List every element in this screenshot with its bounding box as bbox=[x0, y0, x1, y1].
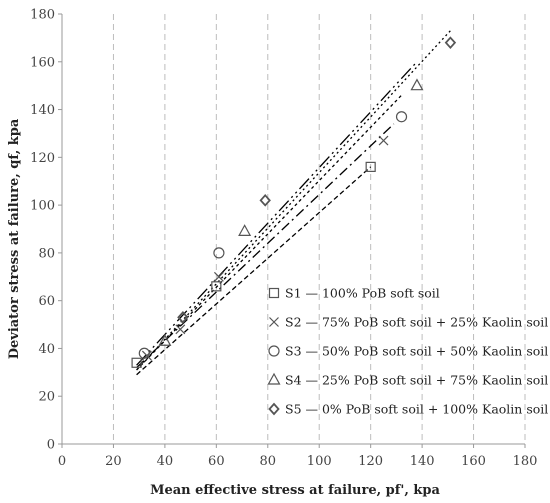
data-point-x bbox=[175, 324, 186, 335]
data-points bbox=[131, 36, 457, 368]
legend-marker-circle bbox=[268, 345, 280, 357]
legend-label: S3 — 50% PoB soft soil + 50% Kaolin soil bbox=[285, 344, 548, 359]
x-tick-label: 100 bbox=[307, 454, 332, 469]
legend-marker-x bbox=[269, 317, 279, 327]
data-point-circle bbox=[213, 247, 225, 259]
trendline-x bbox=[136, 123, 395, 369]
data-point-triangle bbox=[158, 334, 172, 346]
data-point-square bbox=[131, 357, 142, 368]
axes: 0 20 40 60 80 100 120 140 160 180 0 20 40 60 80 100 120 1… bbox=[30, 8, 537, 470]
trendlines bbox=[136, 30, 451, 376]
y-axis-title: Deviator stress at failure, qf, kpa bbox=[7, 118, 22, 359]
data-point-square bbox=[211, 281, 222, 292]
trendline-circle bbox=[136, 94, 403, 371]
legend-marker-triangle bbox=[267, 372, 281, 385]
x-axis-title: Mean effective stress at failure, pf', k… bbox=[150, 483, 440, 498]
y-tick-label: 60 bbox=[38, 294, 55, 309]
y-tick-label: 160 bbox=[30, 55, 55, 70]
y-tick-label: 40 bbox=[38, 342, 55, 357]
data-point-diamond bbox=[259, 193, 271, 207]
data-point-circle bbox=[138, 347, 150, 359]
data-point-diamond bbox=[444, 36, 457, 50]
legend-label: S1 — 100% PoB soft soil bbox=[285, 286, 440, 301]
data-point-diamond bbox=[177, 311, 189, 324]
trendline-diamond bbox=[136, 30, 451, 371]
x-tick-label: 120 bbox=[358, 454, 383, 469]
data-point-square bbox=[365, 161, 376, 172]
data-point-x bbox=[213, 271, 224, 282]
data-point-circle bbox=[395, 111, 408, 123]
x-tick-label: 0 bbox=[58, 454, 66, 469]
y-tick-label: 0 bbox=[47, 438, 55, 453]
y-tick-label: 180 bbox=[30, 8, 55, 23]
x-tick-label: 60 bbox=[208, 454, 225, 469]
legend-label: S5 — 0% PoB soft soil + 100% Kaolin soil bbox=[285, 402, 548, 417]
trendline-square bbox=[136, 166, 372, 376]
y-tick-label: 20 bbox=[38, 390, 55, 405]
x-tick-label: 40 bbox=[157, 454, 174, 469]
x-tick-label: 180 bbox=[513, 454, 538, 469]
legend-marker-square bbox=[268, 287, 280, 299]
data-point-x bbox=[378, 135, 389, 146]
legend-label: S2 — 75% PoB soft soil + 25% Kaolin soil bbox=[285, 315, 548, 330]
data-point-triangle bbox=[410, 78, 424, 91]
y-tick-label: 100 bbox=[30, 199, 55, 214]
x-tick-label: 80 bbox=[260, 454, 277, 469]
legend-label: S4 — 25% PoB soft soil + 75% Kaolin soil bbox=[285, 373, 548, 388]
x-tick-label: 140 bbox=[410, 454, 435, 469]
x-tick-label: 160 bbox=[461, 454, 486, 469]
y-tick-label: 120 bbox=[30, 151, 55, 166]
legend: S1 — 100% PoB soft soil S2 — 75% PoB soft… bbox=[267, 286, 548, 417]
trendline-triangle bbox=[136, 61, 418, 366]
x-tick-label: 20 bbox=[105, 454, 122, 469]
legend-marker-diamond bbox=[268, 402, 280, 416]
y-tick-label: 140 bbox=[30, 103, 55, 118]
y-tick-label: 80 bbox=[38, 246, 55, 261]
grid bbox=[112, 14, 526, 444]
data-point-triangle bbox=[238, 224, 252, 236]
